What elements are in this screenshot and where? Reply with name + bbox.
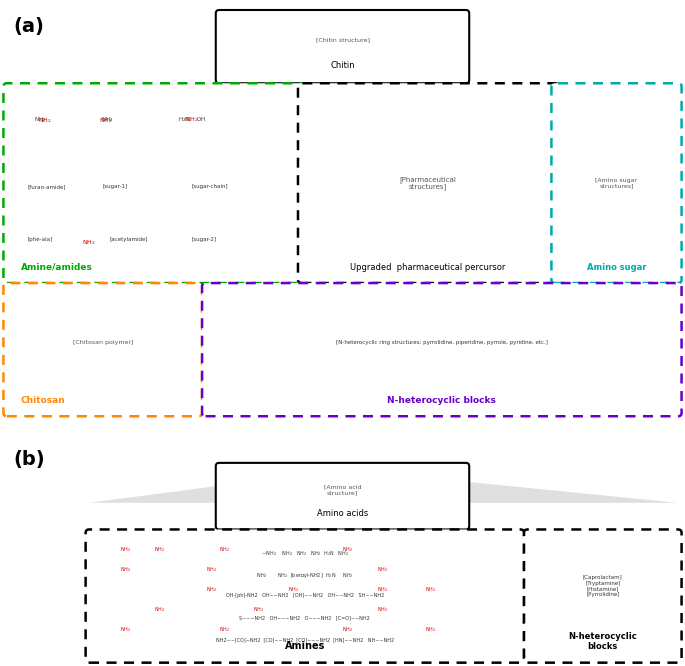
Text: $\mathregular{NH_2}$: $\mathregular{NH_2}$: [377, 565, 388, 574]
Text: Chitin: Chitin: [330, 61, 355, 70]
Text: $\mathregular{~ NH_2}$  $\mathregular{~~~~~ NH_2}$  [benzyl-NH2]  $\mathregular{: $\mathregular{~ NH_2}$ $\mathregular{~~~…: [256, 571, 354, 581]
Text: $\mathregular{NH_2}$: $\mathregular{NH_2}$: [377, 585, 388, 594]
Text: Amines: Amines: [285, 641, 325, 651]
FancyBboxPatch shape: [216, 463, 469, 529]
Text: [sugar-chain]: [sugar-chain]: [192, 184, 228, 189]
Text: $\mathregular{NH_2}$: $\mathregular{NH_2}$: [99, 116, 113, 125]
Text: $\mathregular{NH_2}$: $\mathregular{NH_2}$: [206, 565, 216, 574]
Text: Amino sugar: Amino sugar: [587, 262, 646, 272]
Text: N-heterocyclic
blocks: N-heterocyclic blocks: [569, 632, 637, 651]
Text: [Chitosan polymer]: [Chitosan polymer]: [73, 340, 133, 346]
Text: $\mathregular{NH_2}$: $\mathregular{NH_2}$: [288, 585, 299, 594]
Text: [Chitin structure]: [Chitin structure]: [316, 37, 369, 43]
Text: [acetylamide]: [acetylamide]: [110, 237, 148, 242]
Text: $\mathregular{— NH_2}$  $\mathregular{~~ NH_2}$  $\mathregular{~ NH_2}$  $\mathr: $\mathregular{— NH_2}$ $\mathregular{~~ …: [261, 549, 349, 558]
Text: $\mathregular{NH_2}$: $\mathregular{NH_2}$: [342, 625, 353, 634]
Text: $\mathregular{NH_2}$: $\mathregular{NH_2}$: [38, 116, 51, 125]
Text: Amine/amides: Amine/amides: [21, 262, 92, 272]
Text: $\mathregular{\ ~~~ NH_2}$: $\mathregular{\ ~~~ NH_2}$: [27, 115, 47, 125]
FancyBboxPatch shape: [216, 10, 469, 83]
Text: $\mathregular{NH_2}$: $\mathregular{NH_2}$: [120, 625, 131, 634]
Text: $\mathregular{NH_2}$: $\mathregular{NH_2}$: [82, 238, 96, 247]
FancyBboxPatch shape: [298, 83, 558, 283]
Text: $\mathregular{NH_2}$: $\mathregular{NH_2}$: [219, 625, 230, 634]
Text: $\mathregular{NH_2}$: $\mathregular{NH_2}$: [377, 605, 388, 614]
Text: Upgraded  pharmaceutical percursor: Upgraded pharmaceutical percursor: [351, 262, 506, 272]
Text: N-heterocyclic blocks: N-heterocyclic blocks: [388, 396, 496, 405]
Text: $\mathregular{NH_2}$: $\mathregular{NH_2}$: [219, 545, 230, 554]
FancyBboxPatch shape: [3, 83, 305, 283]
Text: $\mathregular{NH_2}$: $\mathregular{NH_2}$: [120, 565, 131, 574]
Text: OH-[ph]-NH2   OH~~NH2   [OH]~~NH2   OH~~NH2   SH~~NH2: OH-[ph]-NH2 OH~~NH2 [OH]~~NH2 OH~~NH2 SH…: [225, 593, 384, 599]
Text: [Pharmaceutical
structures]: [Pharmaceutical structures]: [399, 176, 457, 190]
Text: [Caprolactam]
[Tryptamine]
[Histamine]
[Pyrrolidine]: [Caprolactam] [Tryptamine] [Histamine] […: [583, 575, 623, 597]
Text: [furan-amide]: [furan-amide]: [27, 184, 66, 189]
Text: Amino acids: Amino acids: [317, 509, 368, 518]
FancyBboxPatch shape: [524, 529, 682, 663]
Text: S~~~NH2   OH~~~NH2   O~~~NH2   [C=O]~~NH2: S~~~NH2 OH~~~NH2 O~~~NH2 [C=O]~~NH2: [240, 615, 370, 621]
Text: [Amino sugar
structures]: [Amino sugar structures]: [595, 178, 638, 188]
Text: (b): (b): [14, 450, 45, 469]
Text: NH2~~[CO]~NH2  [CO]~~NH2  [CO]~~~NH2  [HN]~~NH2   NH~~NH2: NH2~~[CO]~NH2 [CO]~~NH2 [CO]~~~NH2 [HN]~…: [216, 637, 394, 643]
FancyBboxPatch shape: [551, 83, 682, 283]
Text: $\mathregular{NH_2}$: $\mathregular{NH_2}$: [185, 115, 199, 125]
Text: [sugar-1]: [sugar-1]: [103, 184, 128, 189]
Text: $\mathregular{NH_2}$: $\mathregular{NH_2}$: [425, 585, 436, 594]
Text: $\mathregular{NH_2}$: $\mathregular{NH_2}$: [206, 585, 216, 594]
Text: $\mathregular{NH_2}$: $\mathregular{NH_2}$: [253, 605, 264, 614]
Polygon shape: [7, 83, 678, 127]
Text: $\mathregular{~~~~~~~ NH_2}$: $\mathregular{~~~~~~~ NH_2}$: [89, 115, 114, 125]
Text: [sugar-2]: [sugar-2]: [192, 237, 217, 242]
Text: $\mathregular{H_2N ~~~~ OH}$: $\mathregular{H_2N ~~~~ OH}$: [178, 115, 206, 125]
Text: $\mathregular{NH_2}$: $\mathregular{NH_2}$: [154, 605, 165, 614]
FancyBboxPatch shape: [3, 283, 202, 416]
Text: (a): (a): [14, 17, 45, 36]
Text: $\mathregular{NH_2}$: $\mathregular{NH_2}$: [154, 545, 165, 554]
Text: $\mathregular{NH_2}$: $\mathregular{NH_2}$: [120, 545, 131, 554]
Text: $\mathregular{NH_2}$: $\mathregular{NH_2}$: [425, 625, 436, 634]
Text: $\mathregular{NH_2}$: $\mathregular{NH_2}$: [342, 545, 353, 554]
FancyBboxPatch shape: [202, 283, 682, 416]
Text: [N-heterocyclic ring structures: pyrrolidine, piperidine, pyrrole, pyridine, etc: [N-heterocyclic ring structures: pyrroli…: [336, 340, 548, 346]
Text: Chitosan: Chitosan: [21, 396, 65, 405]
Polygon shape: [89, 470, 678, 503]
Text: [phe-ala]: [phe-ala]: [27, 237, 53, 242]
Text: [Amino acid
structure]: [Amino acid structure]: [324, 484, 361, 495]
FancyBboxPatch shape: [86, 529, 524, 663]
